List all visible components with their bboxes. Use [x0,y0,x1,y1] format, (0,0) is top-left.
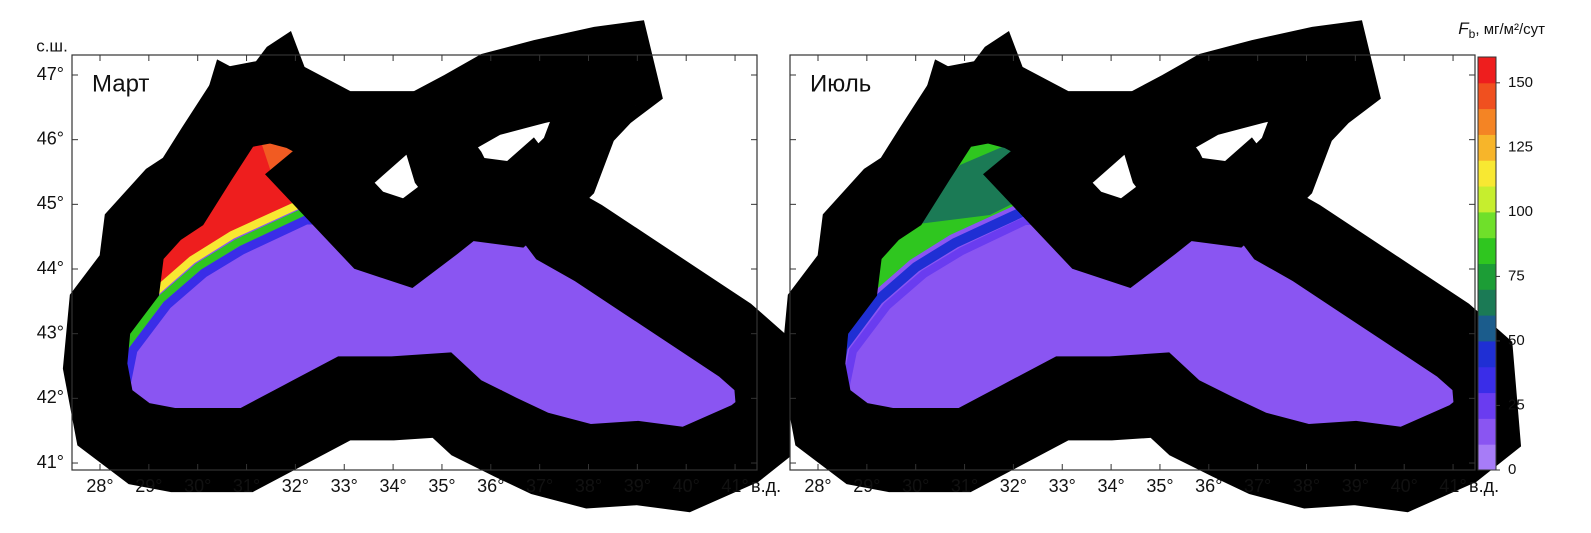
lon-tick-label: 39° [624,476,651,496]
colorbar-tick-label: 0 [1508,461,1516,478]
map-panel: Июль [789,54,1488,471]
colorbar-frame [1477,56,1497,471]
colorbar-band [1478,108,1496,135]
lon-tick-label: 38° [1293,476,1320,496]
panel-label: Июль [810,70,871,97]
lon-tick-label: 33° [1049,476,1076,496]
lat-tick-label: 43° [37,322,64,342]
map-panel: Март [71,54,770,471]
lon-unit: в.д. [751,476,781,496]
colorbar-band [1478,315,1496,342]
lat-tick-label: 44° [37,258,64,278]
lon-tick-label: 40° [1391,476,1418,496]
lat-tick-label: 42° [37,387,64,407]
colorbar-band [1478,263,1496,290]
lon-tick-label: 35° [1146,476,1173,496]
colorbar-title: Fb, мг/м²/сут [1458,19,1545,41]
colorbar-band [1478,444,1496,471]
colorbar-tick-label: 150 [1508,74,1533,91]
lon-tick-label: 28° [86,476,113,496]
lat-tick-label: 47° [37,64,64,84]
lat-unit: с.ш. [36,36,68,55]
colorbar-band [1478,289,1496,316]
lon-tick-label: 37° [526,476,553,496]
colorbar: 0 25 50 75 100 125 150 [1477,56,1533,478]
lon-tick-label: 36° [1195,476,1222,496]
lon-tick-label: 34° [379,476,406,496]
lon-tick-label: 34° [1097,476,1124,496]
lon-tick-label: 36° [477,476,504,496]
colorbar-tick-label: 75 [1508,267,1525,284]
colorbar-band [1478,392,1496,419]
lon-tick-label: 37° [1244,476,1271,496]
colorbar-tick-label: 125 [1508,138,1533,155]
colorbar-band [1478,134,1496,161]
colorbar-tick-label: 100 [1508,203,1533,220]
lat-tick-label: 45° [37,193,64,213]
colorbar-units: , мг/м²/сут [1475,21,1545,38]
colorbar-subscript: b [1469,27,1476,41]
colorbar-band [1478,82,1496,110]
lat-tick-label: 41° [37,452,64,472]
colorbar-band [1478,340,1496,368]
colorbar-band [1478,211,1496,239]
colorbar-band [1478,57,1496,84]
lon-tick-label: 30° [902,476,929,496]
lon-tick-label: 32° [282,476,309,496]
lon-tick-label: 32° [1000,476,1027,496]
colorbar-tick-label: 25 [1508,396,1525,413]
colorbar-band [1478,418,1496,445]
colorbar-tick-label: 50 [1508,332,1525,349]
lon-tick-label: 29° [853,476,880,496]
panel-label: Март [92,70,149,97]
lon-tick-label: 30° [184,476,211,496]
lon-tick-label: 28° [804,476,831,496]
lon-tick-label: 31° [951,476,978,496]
panel-frame [71,54,758,471]
colorbar-band [1478,366,1496,394]
panel-frame [789,54,1476,471]
lon-tick-label: 40° [673,476,700,496]
lon-tick-label: 41° [1439,476,1466,496]
lon-tick-label: 31° [233,476,260,496]
lat-tick-label: 46° [37,128,64,148]
lon-tick-label: 39° [1342,476,1369,496]
lon-tick-label: 35° [428,476,455,496]
lon-tick-label: 41° [721,476,748,496]
colorbar-symbol: F [1458,19,1470,38]
lon-tick-label: 38° [575,476,602,496]
lon-tick-label: 29° [135,476,162,496]
colorbar-band [1478,237,1496,264]
colorbar-band [1478,160,1496,187]
lon-unit: в.д. [1469,476,1499,496]
lon-tick-label: 33° [331,476,358,496]
colorbar-band [1478,186,1496,213]
